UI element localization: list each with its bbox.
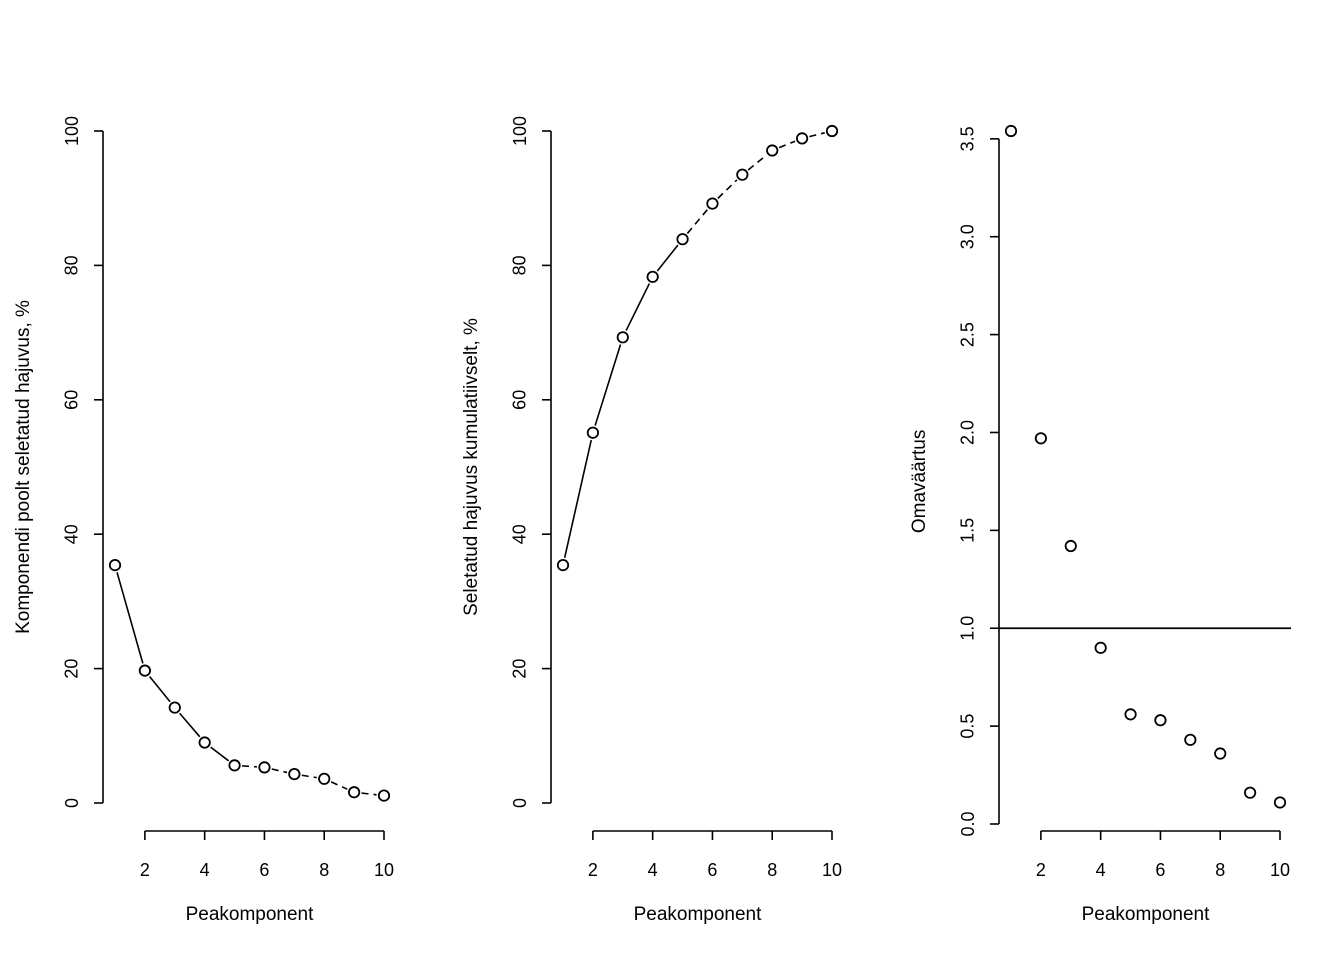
x-tick-label: 8 [319,860,329,880]
y-tick-label: 80 [510,255,530,275]
data-point [138,664,151,677]
data-point [646,270,659,283]
data-point [348,786,361,799]
x-tick-label: 2 [588,860,598,880]
y-tick-label: 40 [510,524,530,544]
series-segment [148,675,171,703]
data-point [1214,747,1227,760]
series-segment [361,792,377,796]
y-tick-label: 0.5 [958,714,978,739]
y-tick-label: 100 [62,116,82,146]
data-point [198,736,211,749]
data-point [288,768,301,781]
data-point [706,197,719,210]
data-point [1004,124,1018,138]
y-axis-title: Komponendi poolt seletatud hajuvus, % [13,300,34,634]
x-tick-label: 8 [1215,860,1225,880]
data-point [318,772,331,785]
y-tick-label: 0.0 [958,811,978,836]
series-segment [563,439,593,558]
data-point [228,759,241,772]
data-point [766,144,779,157]
y-tick-label: 1.5 [958,518,978,543]
x-tick-label: 10 [374,860,394,880]
x-tick-label: 10 [822,860,842,880]
x-tick-label: 2 [1036,860,1046,880]
series-segment [625,283,651,331]
data-point [1124,708,1137,721]
y-tick-label: 100 [510,116,530,146]
panel-explained-variance: 2 4 6 8 10020406080100PeakomponentKomponendi… [13,116,394,925]
x-tick-label: 6 [707,860,717,880]
series-segment [179,712,201,738]
series-segment [271,768,288,774]
data-point [1244,786,1257,799]
data-point [556,559,570,572]
x-axis-title: Peakomponent [634,904,763,925]
x-tick-label: 6 [259,860,269,880]
y-tick-label: 3.0 [958,224,978,249]
series-segment [778,140,796,149]
y-tick-label: 1.0 [958,616,978,641]
y-tick-label: 2.5 [958,322,978,347]
data-point [377,789,391,802]
panel-cumulative-variance: 2 4 6 8 10020406080100PeakomponentSeletatud … [461,116,842,925]
x-axis-title: Peakomponent [1082,904,1211,925]
y-tick-label: 0 [510,798,530,808]
x-tick-label: 4 [200,860,210,880]
series-segment [717,179,738,199]
series-segment [594,344,622,426]
series-segment [210,746,230,762]
data-point [616,331,629,344]
data-point [736,168,749,181]
data-point [1154,714,1167,727]
data-point [258,761,271,774]
data-point [1094,641,1107,654]
data-point [108,559,122,572]
y-tick-label: 20 [62,659,82,679]
data-point [676,233,689,246]
series-segment [330,781,348,790]
series-segment [241,765,258,768]
y-tick-label: 20 [510,659,530,679]
y-tick-label: 40 [62,524,82,544]
y-tick-label: 3.5 [958,126,978,151]
x-tick-label: 6 [1155,860,1165,880]
data-point [1273,796,1287,809]
x-tick-label: 4 [1096,860,1106,880]
data-point [825,124,839,138]
panel-eigenvalues: 2 4 6 8 10 0.0 0.5 1.0 1.5 2.0 2.5 3.0 3.5 Peakompone… [909,124,1291,925]
series-segment [301,774,317,779]
y-tick-label: 0 [62,798,82,808]
y-tick-label: 60 [62,390,82,410]
data-point [1184,733,1197,746]
x-axis-title: Peakomponent [186,904,315,925]
series-segment [116,572,144,664]
x-tick-label: 10 [1270,860,1290,880]
y-axis-title: Seletatud hajuvus kumulatiivselt, % [461,318,482,616]
y-tick-label: 80 [62,255,82,275]
series-segment [656,244,679,272]
data-point [796,132,809,145]
x-tick-label: 4 [648,860,658,880]
series-segment [747,154,767,171]
data-point [1064,539,1077,553]
data-point [586,426,599,439]
y-axis-title: Omaväärtus [909,430,930,533]
series-segment [686,208,709,234]
x-tick-label: 8 [767,860,777,880]
data-point [168,701,181,714]
y-tick-label: 2.0 [958,420,978,445]
x-tick-label: 2 [140,860,150,880]
y-tick-label: 60 [510,390,530,410]
data-point [1034,432,1047,445]
series-segment [809,132,825,138]
